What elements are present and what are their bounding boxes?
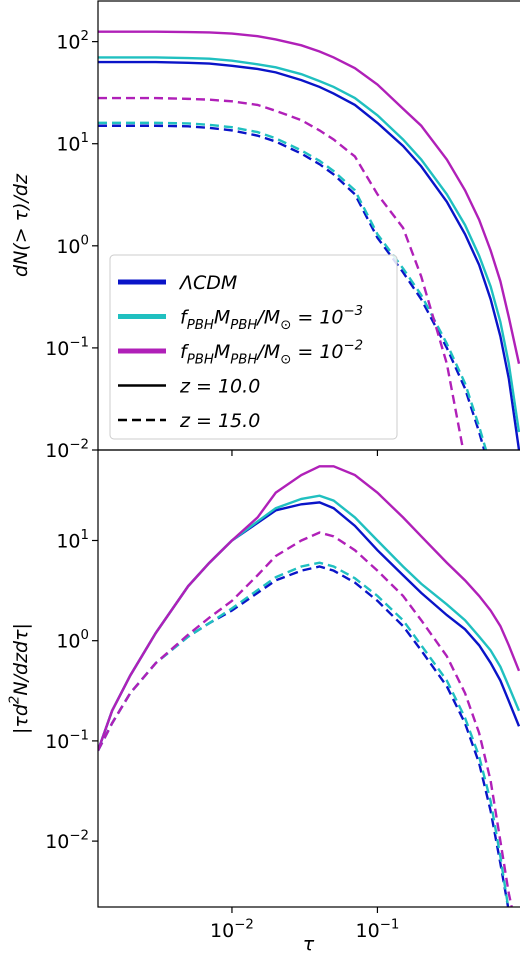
legend: ΛCDM fPBHMPBH/M⊙ = 10−3 fPBHMPBH/M⊙ = 10−2… [109,254,398,440]
x-axis-label: τ [303,933,315,955]
legend-label: fPBHMPBH/M⊙ = 10−3 [180,304,363,333]
y-axis-label: dN(> τ)/dz [10,173,32,277]
series-line [98,96,465,450]
legend-label: z = 10.0 [179,376,260,398]
axes-frame [97,449,520,908]
x-tick-label: 10−1 [356,917,400,942]
y-tick-label: 10−2 [45,829,89,854]
legend-frame [109,254,398,440]
legend-label: fPBHMPBH/M⊙ = 10−2 [180,338,363,367]
plot-area [98,30,520,450]
y-tick-label: 10−2 [45,437,89,462]
y-tick-label: 100 [56,233,89,258]
legend-label: ΛCDM [178,272,237,294]
series-line [98,56,520,433]
y-tick-label: 10−1 [45,728,89,753]
y-tick-label: 102 [56,29,89,54]
series-line [98,531,513,907]
y-tick-label: 101 [56,528,89,553]
y-tick-label: 101 [56,131,89,156]
plot-area [98,465,520,907]
x-tick-label: 10−2 [210,917,254,942]
legend-label: z = 15.0 [179,410,260,432]
y-tick-label: 100 [56,628,89,653]
series-line [98,465,520,752]
series-line [98,121,488,450]
series-line [98,30,520,364]
series-line [98,124,486,450]
series-line [98,60,520,450]
series-line [98,561,510,907]
y-axis-label: |τd2N/dzdτ| [7,623,32,734]
y-tick-label: 10−1 [45,335,89,360]
